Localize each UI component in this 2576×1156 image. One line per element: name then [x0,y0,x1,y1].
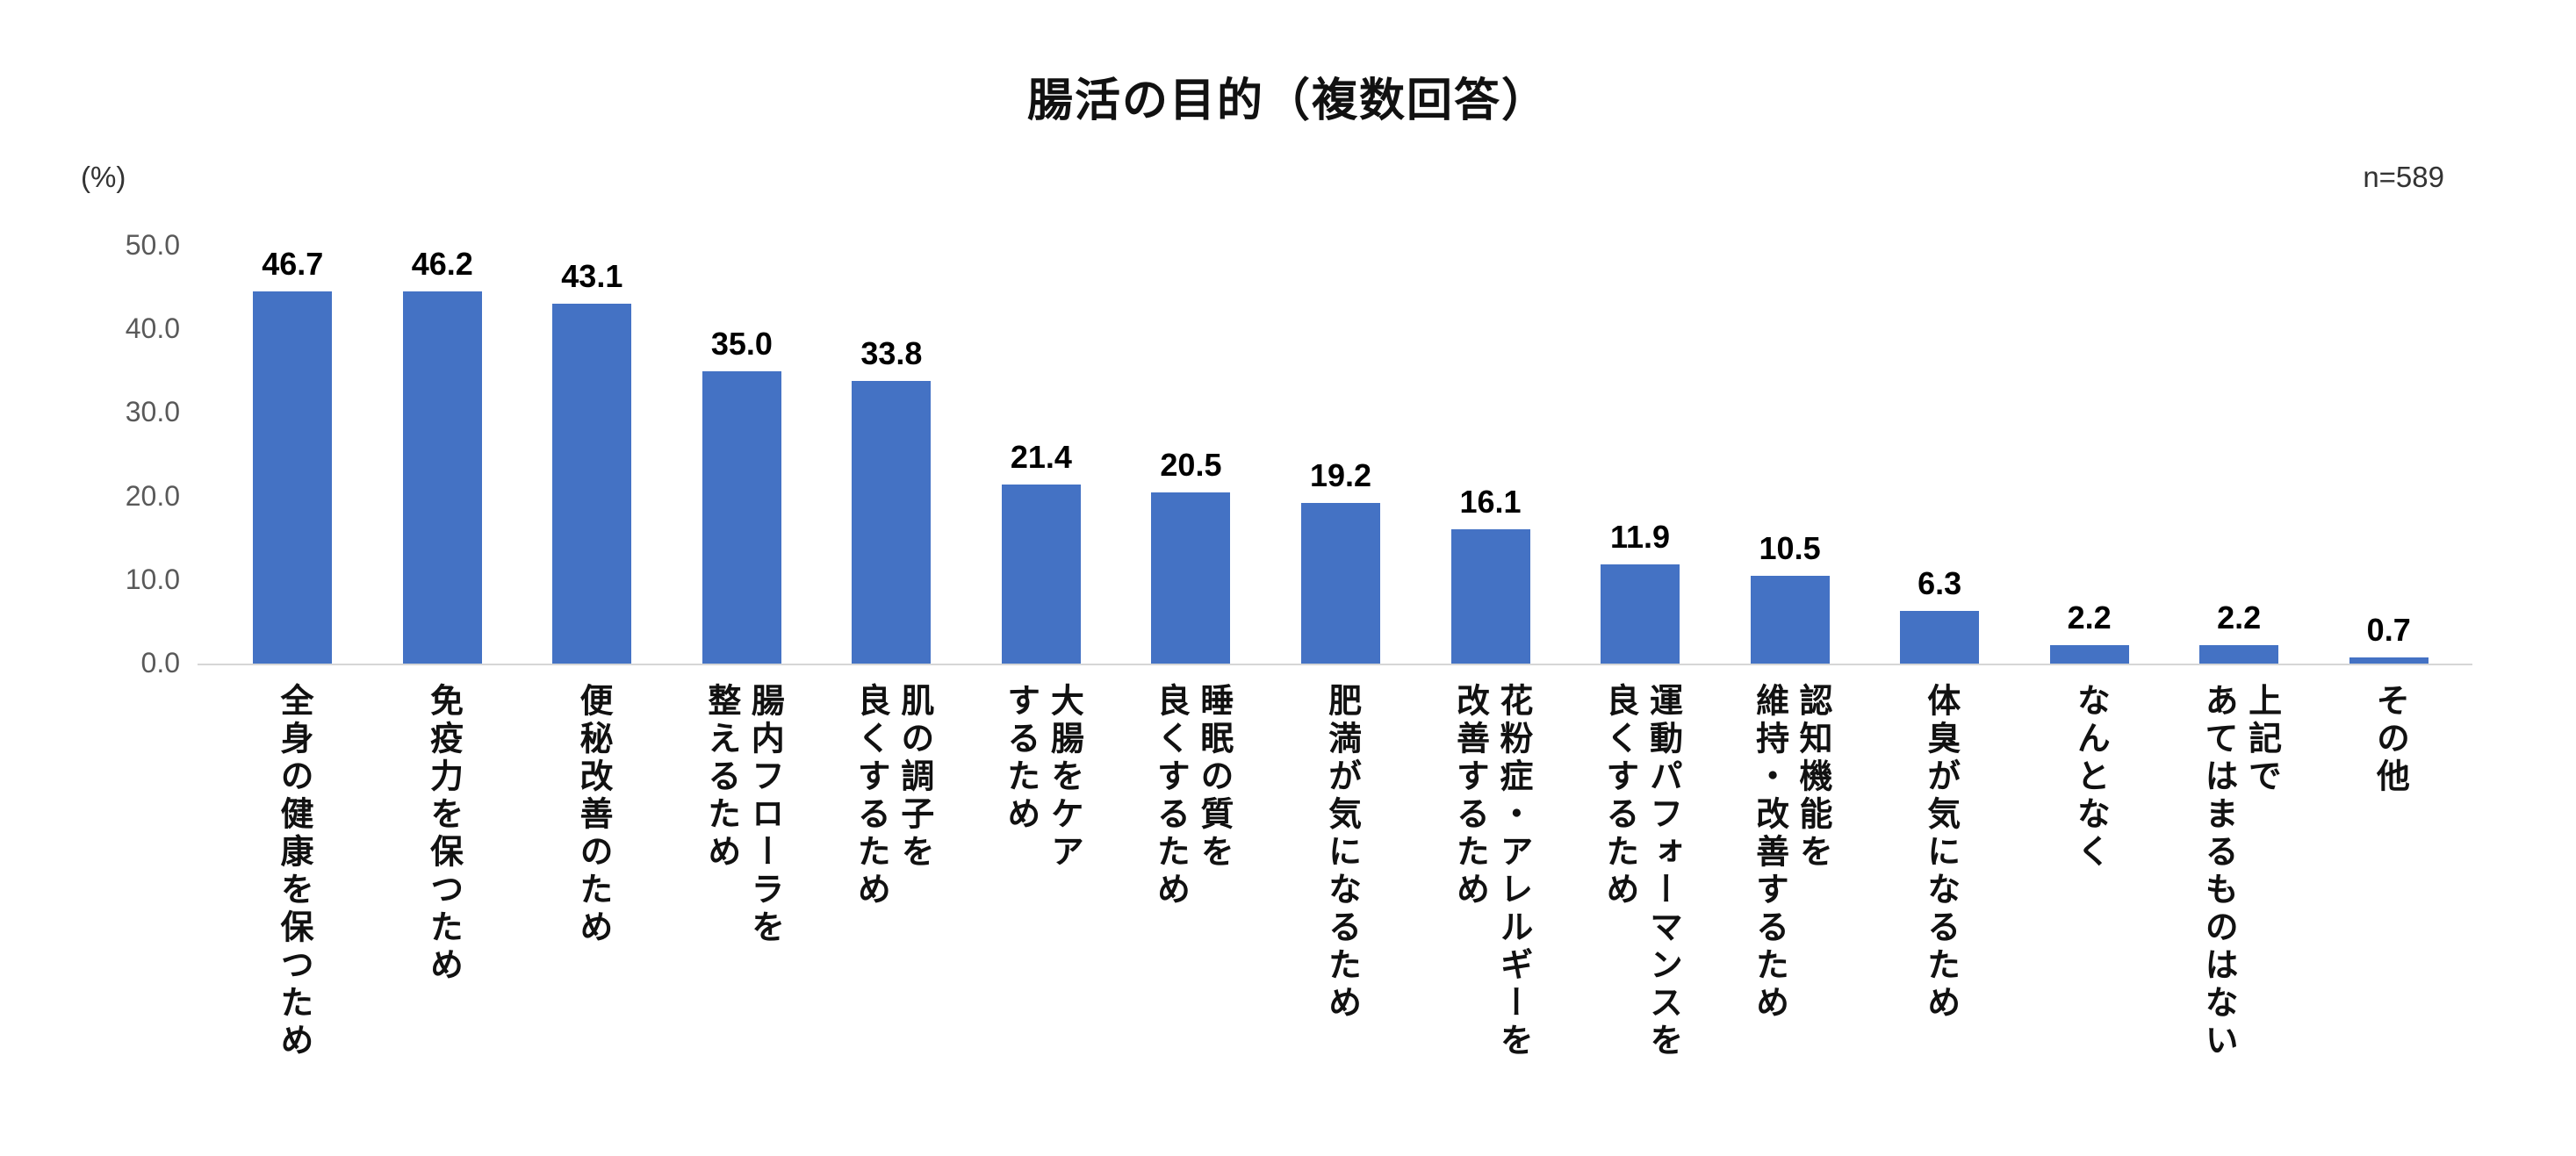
category-label-text: 運動パフォーマンスを 良くするため [1601,683,1681,1060]
category-label-text: その他 [2371,683,2408,796]
bar-value-label: 35.0 [710,325,773,362]
bar-value-label: 2.2 [2067,600,2112,636]
category-label: 免疫力を保つため [368,683,518,1156]
category-label: 上記で あてはまるものはない [2164,683,2314,1156]
category-label: 肌の調子を 良くするため [817,683,967,1156]
bar-value-label: 0.7 [2366,612,2411,649]
category-label-text: 肥満が気になるため [1322,683,1360,1023]
bar-value-label: 46.7 [262,246,324,282]
chart-title: 腸活の目的（複数回答） [1026,75,1549,126]
bar-value-label: 46.2 [411,246,473,282]
bar-value-label: 33.8 [860,335,923,372]
y-tick-label: 40.0 [125,312,180,345]
category-label-text: 睡眠の質を 良くするため [1151,683,1232,909]
category-label: 体臭が気になるため [1865,683,2015,1156]
bar [1450,528,1530,664]
bar-value-label: 11.9 [1610,518,1671,555]
x-axis-baseline [198,664,2472,665]
bar [1601,564,1680,664]
bar [1001,485,1081,664]
category-label-text: 腸内フローラを 整えるため [702,683,783,947]
category-label-text: 免疫力を保つため [424,683,462,985]
bar [2349,657,2428,664]
bar [402,291,482,664]
bar [852,381,932,664]
bar-group: 20.5 [1116,246,1266,664]
bar-group: 46.2 [368,246,518,664]
bar-group: 6.3 [1865,246,2015,664]
bar-group: 0.7 [2313,246,2464,664]
bar [1300,503,1380,664]
bar-value-label: 10.5 [1759,530,1821,567]
bar-group: 43.1 [517,246,667,664]
bar-group: 33.8 [817,246,967,664]
bar [253,291,333,664]
bar [2199,645,2279,664]
bar [2049,645,2129,664]
bar-value-label: 20.5 [1160,446,1222,483]
y-tick-label: 50.0 [125,229,180,261]
bar-group: 11.9 [1565,246,1716,664]
bar-value-label: 21.4 [1010,439,1072,476]
y-tick-label: 20.0 [125,479,180,512]
category-label-text: 花粉症・アレルギーを 改善するため [1450,683,1531,1060]
bar-group: 2.2 [2164,246,2314,664]
sample-size-label: n=589 [2363,161,2444,193]
bars: 46.7 46.2 43.1 35.0 33.8 21.4 20.5 19.2 16.1 11.9… [218,246,2464,664]
category-label-text: 認知機能を 維持・改善するため [1750,683,1831,1023]
bar-group: 2.2 [2014,246,2164,664]
bar-group: 46.7 [218,246,368,664]
category-label-text: 上記で あてはまるものはない [2199,683,2280,1060]
bar-group: 16.1 [1415,246,1565,664]
category-label-text: 便秘改善のため [574,683,612,947]
bar-group: 10.5 [1715,246,1865,664]
bar-value-label: 43.1 [561,257,623,294]
category-label: 肥満が気になるため [1266,683,1416,1156]
bar [702,370,781,664]
bar-group: 35.0 [667,246,817,664]
category-label-text: 全身の健康を保つため [274,683,312,1060]
bar-group: 19.2 [1266,246,1416,664]
category-label: 睡眠の質を 良くするため [1116,683,1266,1156]
bar-value-label: 19.2 [1309,457,1372,494]
category-label-text: 肌の調子を 良くするため [852,683,932,909]
y-tick-label: 10.0 [125,563,180,595]
category-label: 便秘改善のため [517,683,667,1156]
category-label-text: 体臭が気になるため [1921,683,1959,1023]
category-label: 全身の健康を保つため [218,683,368,1156]
y-axis-unit-label: (%) [81,161,126,193]
bar [1151,492,1231,664]
category-label-text: 大腸をケア するため [1001,683,1083,872]
category-label: 大腸をケア するため [967,683,1117,1156]
category-label: その他 [2313,683,2464,1156]
category-label: 腸内フローラを 整えるため [667,683,817,1156]
category-label: 花粉症・アレルギーを 改善するため [1415,683,1565,1156]
bar-value-label: 6.3 [1918,565,1962,602]
bar [552,303,632,664]
bar-value-label: 2.2 [2217,600,2262,636]
bar-group: 21.4 [967,246,1117,664]
y-tick-label: 30.0 [125,396,180,428]
category-labels: 全身の健康を保つため 免疫力を保つため 便秘改善のため 腸内フローラを 整えるため 肌の… [218,683,2464,1156]
bar [1900,611,1980,664]
category-label: なんとなく [2014,683,2164,1156]
category-label: 認知機能を 維持・改善するため [1715,683,1865,1156]
y-tick-label: 0.0 [140,647,180,679]
category-label-text: なんとなく [2071,683,2109,872]
bar-value-label: 16.1 [1459,483,1522,520]
category-label: 運動パフォーマンスを 良くするため [1565,683,1716,1156]
bar [1750,576,1830,664]
